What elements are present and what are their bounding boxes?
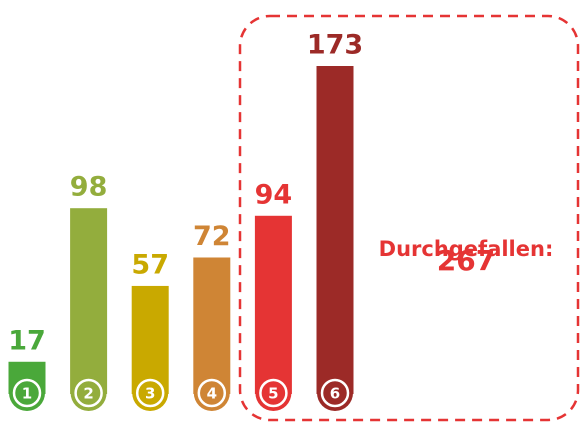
grade-badge-ring — [12, 378, 42, 408]
bar — [316, 66, 354, 394]
grade-label: 2 — [83, 385, 93, 403]
value-label: 173 — [307, 30, 363, 61]
bar — [254, 215, 292, 394]
grade-label: 1 — [22, 385, 32, 403]
grade-badge-ring — [197, 378, 227, 408]
value-label: 72 — [193, 221, 231, 252]
grade-badge-ring — [74, 378, 103, 408]
annotation-value: 267 — [437, 244, 495, 277]
value-label: 17 — [8, 325, 46, 356]
grade-badge-ring — [259, 378, 288, 408]
value-label: 98 — [70, 172, 108, 203]
grade-badge-ring — [135, 378, 165, 408]
value-label: 57 — [131, 249, 169, 280]
bar — [70, 208, 108, 394]
annotation-label: Durchgefallen: — [379, 237, 554, 261]
grade-label: 3 — [145, 385, 155, 403]
value-label: 94 — [255, 179, 293, 210]
grade-badge-ring — [320, 378, 350, 408]
failed-group-frame — [238, 14, 580, 422]
grade-label: 4 — [207, 385, 217, 403]
bar — [193, 257, 231, 394]
grade-label: 5 — [268, 385, 278, 403]
grade-label: 6 — [330, 385, 340, 403]
